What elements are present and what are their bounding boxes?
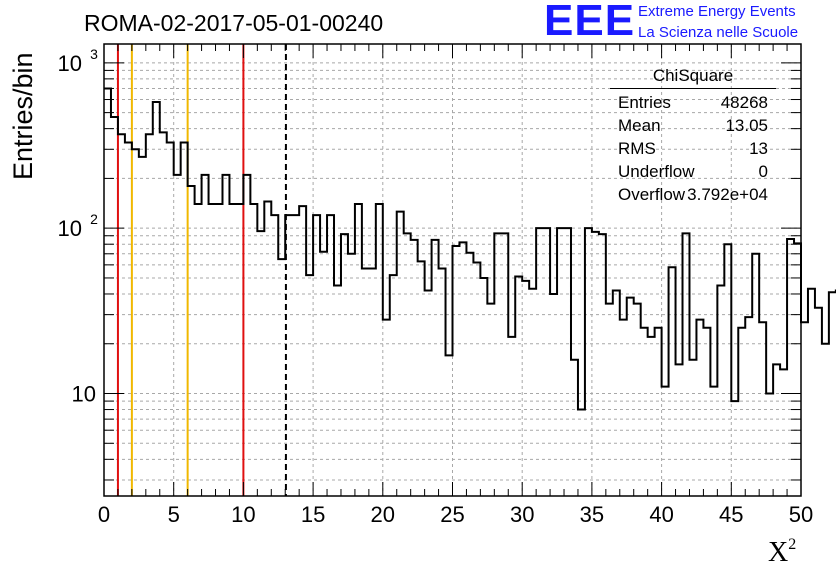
x-tick-label: 15: [301, 502, 325, 527]
stats-underflow-label: Underflow: [618, 162, 695, 181]
y-tick-label: 10: [58, 51, 82, 76]
x-tick-label: 0: [98, 502, 110, 527]
x-tick-label: 5: [168, 502, 180, 527]
stats-row-underflow: Underflow 0: [610, 160, 776, 183]
x-tick-label: 10: [231, 502, 255, 527]
stats-underflow-value: 0: [758, 162, 768, 181]
x-tick-label: 50: [789, 502, 813, 527]
stats-rms-label: RMS: [618, 139, 656, 158]
y-axis-label: Entries/bin: [8, 52, 38, 180]
histogram-line: [104, 87, 836, 411]
stats-title: ChiSquare: [610, 66, 776, 89]
reference-lines: [116, 44, 287, 496]
x-tick-label: 40: [649, 502, 673, 527]
stats-rms-value: 13: [749, 139, 768, 158]
stats-overflow-label: Overflow: [618, 185, 686, 204]
stats-row-mean: Mean 13.05: [610, 114, 776, 137]
stats-overflow-value: 3.792e+04: [687, 185, 768, 204]
chart-title: ROMA-02-2017-05-01-00240: [84, 10, 384, 36]
stats-mean-label: Mean: [618, 116, 661, 135]
x-tick-label: 30: [510, 502, 534, 527]
grid: [104, 44, 801, 496]
eee-logo: EEE: [544, 0, 636, 45]
x-tick-label: 25: [440, 502, 464, 527]
y-tick-label-exponent: 2: [90, 211, 98, 227]
histogram-series: [104, 87, 836, 411]
stats-mean-value: 13.05: [725, 116, 768, 135]
stats-row-overflow: Overflow 3.792e+04: [610, 183, 776, 206]
stats-entries-label: Entries: [618, 93, 671, 112]
stats-row-entries: Entries 48268: [610, 91, 776, 114]
brand-line-1: Extreme Energy Events: [638, 3, 796, 20]
x-axis-label-exponent: 2: [788, 536, 797, 553]
stats-entries-value: 48268: [720, 93, 768, 112]
y-tick-label-exponent: 3: [90, 46, 98, 62]
brand-line-2: La Scienza nelle Scuole: [638, 24, 799, 41]
axes: 0 5 10 15 20 25 30 35 40 45 50 10 10 2 10 3: [58, 43, 813, 527]
y-tick-label: 10: [58, 216, 82, 241]
stats-row-rms: RMS 13: [610, 137, 776, 160]
x-tick-label: 35: [580, 502, 604, 527]
x-axis-label: X2: [768, 536, 796, 569]
stats-box: ChiSquare Entries 48268 Mean 13.05 RMS 1…: [610, 66, 776, 206]
x-axis-label-base: X: [768, 537, 789, 568]
x-tick-label: 45: [719, 502, 743, 527]
y-tick-label: 10: [72, 382, 96, 407]
x-tick-label: 20: [371, 502, 395, 527]
